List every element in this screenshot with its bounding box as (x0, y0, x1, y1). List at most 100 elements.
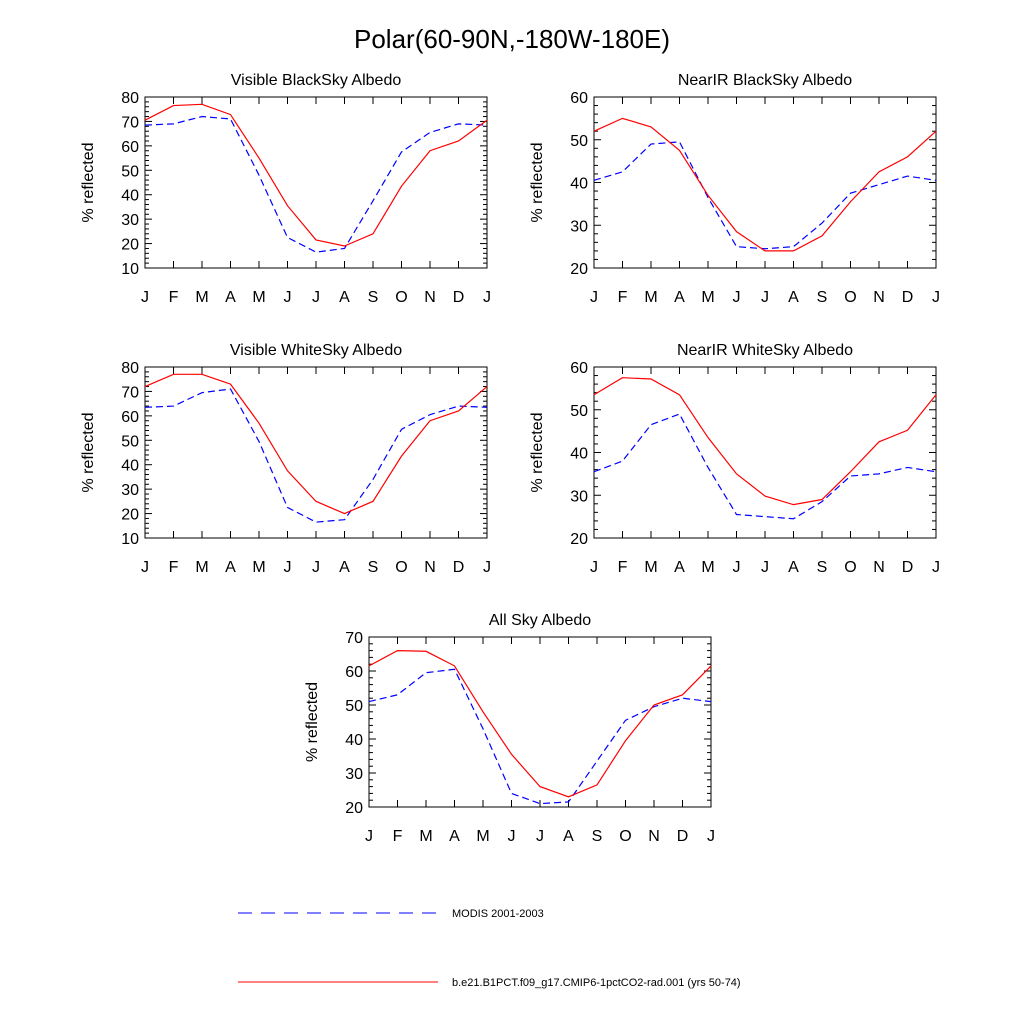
x-tick-label: S (817, 289, 828, 306)
legend: MODIS 2001-2003 b.e21.B1PCT.f09_g17.CMIP… (238, 908, 741, 989)
x-tick-label: N (873, 559, 885, 576)
x-tick-label: M (644, 289, 657, 306)
x-tick-label: A (788, 559, 799, 576)
y-tick-label: 10 (121, 531, 139, 548)
panel-title: Visible WhiteSky Albedo (230, 342, 402, 359)
y-tick-label: 40 (121, 188, 139, 205)
y-tick-label: 60 (570, 90, 588, 107)
series-line-modis (144, 388, 488, 523)
figure-title: Polar(60-90N,-180W-180E) (354, 24, 670, 54)
series-line-model (593, 117, 937, 252)
x-tick-label: A (449, 828, 460, 845)
x-tick-label: F (618, 559, 628, 576)
x-tick-label: M (701, 289, 714, 306)
plot-frame (368, 636, 712, 808)
legend-label-modis: MODIS 2001-2003 (452, 908, 544, 920)
y-tick-label: 30 (121, 482, 139, 499)
y-axis-label: % reflected (80, 412, 97, 492)
y-tick-label: 40 (570, 176, 588, 193)
x-tick-label: F (169, 559, 179, 576)
x-tick-label: M (701, 559, 714, 576)
x-tick-label: A (674, 289, 685, 306)
x-tick-label: D (902, 559, 914, 576)
y-tick-label: 70 (121, 384, 139, 401)
panel-title: Visible BlackSky Albedo (231, 72, 402, 89)
x-tick-label: J (365, 828, 373, 845)
x-tick-label: A (225, 559, 236, 576)
x-tick-label: N (424, 559, 436, 576)
x-tick-label: D (453, 559, 465, 576)
y-tick-label: 20 (570, 261, 588, 278)
x-tick-label: J (536, 828, 544, 845)
x-tick-label: D (453, 289, 465, 306)
y-tick-label: 60 (121, 409, 139, 426)
x-tick-label: M (252, 559, 265, 576)
x-tick-label: O (844, 289, 856, 306)
x-tick-label: N (424, 289, 436, 306)
x-tick-label: J (141, 289, 149, 306)
x-tick-label: M (644, 559, 657, 576)
series-line-model (593, 377, 937, 506)
y-tick-label: 40 (121, 458, 139, 475)
x-tick-label: J (508, 828, 516, 845)
x-tick-label: J (312, 559, 320, 576)
x-tick-label: J (284, 559, 292, 576)
plot-frame (144, 366, 488, 539)
panel-title: NearIR WhiteSky Albedo (677, 342, 853, 359)
x-tick-label: M (419, 828, 432, 845)
x-tick-label: J (590, 559, 598, 576)
y-tick-label: 70 (345, 630, 363, 647)
plot-frame (144, 96, 488, 269)
x-tick-label: O (844, 559, 856, 576)
y-tick-label: 30 (345, 766, 363, 783)
x-tick-label: S (368, 289, 379, 306)
x-tick-label: M (252, 289, 265, 306)
x-tick-label: J (761, 289, 769, 306)
x-tick-label: A (788, 289, 799, 306)
series-line-model (368, 649, 712, 798)
x-tick-label: F (169, 289, 179, 306)
x-tick-label: J (312, 289, 320, 306)
x-tick-label: N (873, 289, 885, 306)
y-tick-label: 30 (570, 488, 588, 505)
x-tick-label: O (395, 559, 407, 576)
y-tick-label: 50 (121, 433, 139, 450)
panel-1: Visible BlackSky Albedo % reflected 10 20 30… (80, 72, 491, 306)
x-tick-label: A (339, 289, 350, 306)
series-line-modis (593, 413, 937, 520)
x-tick-label: J (483, 289, 491, 306)
y-tick-label: 50 (121, 163, 139, 180)
series-line-modis (593, 141, 937, 250)
x-tick-label: F (618, 289, 628, 306)
y-tick-label: 60 (570, 360, 588, 377)
series-line-model (144, 373, 488, 515)
y-tick-label: 50 (570, 403, 588, 420)
y-axis-label: % reflected (304, 682, 321, 762)
y-tick-label: 30 (121, 212, 139, 229)
x-tick-label: M (476, 828, 489, 845)
x-tick-label: N (648, 828, 660, 845)
y-tick-label: 20 (121, 237, 139, 254)
y-tick-label: 20 (345, 800, 363, 817)
x-tick-label: S (368, 559, 379, 576)
x-tick-label: A (563, 828, 574, 845)
panel-title: All Sky Albedo (489, 612, 591, 629)
x-tick-label: J (284, 289, 292, 306)
panel-2: NearIR BlackSky Albedo % reflected 20 30 40 5… (529, 72, 940, 306)
x-tick-label: F (393, 828, 403, 845)
y-tick-label: 20 (121, 507, 139, 524)
y-tick-label: 80 (121, 360, 139, 377)
x-tick-label: J (932, 559, 940, 576)
panels: Visible BlackSky Albedo % reflected 10 20 30… (80, 72, 940, 845)
x-tick-label: S (817, 559, 828, 576)
x-tick-label: S (592, 828, 603, 845)
x-tick-label: J (141, 559, 149, 576)
x-tick-label: J (733, 289, 741, 306)
x-tick-label: O (395, 289, 407, 306)
y-tick-label: 40 (570, 446, 588, 463)
series-line-modis (144, 115, 488, 253)
legend-label-model: b.e21.B1PCT.f09_g17.CMIP6-1pctCO2-rad.00… (452, 977, 741, 989)
x-tick-label: J (590, 289, 598, 306)
y-tick-label: 70 (121, 114, 139, 131)
